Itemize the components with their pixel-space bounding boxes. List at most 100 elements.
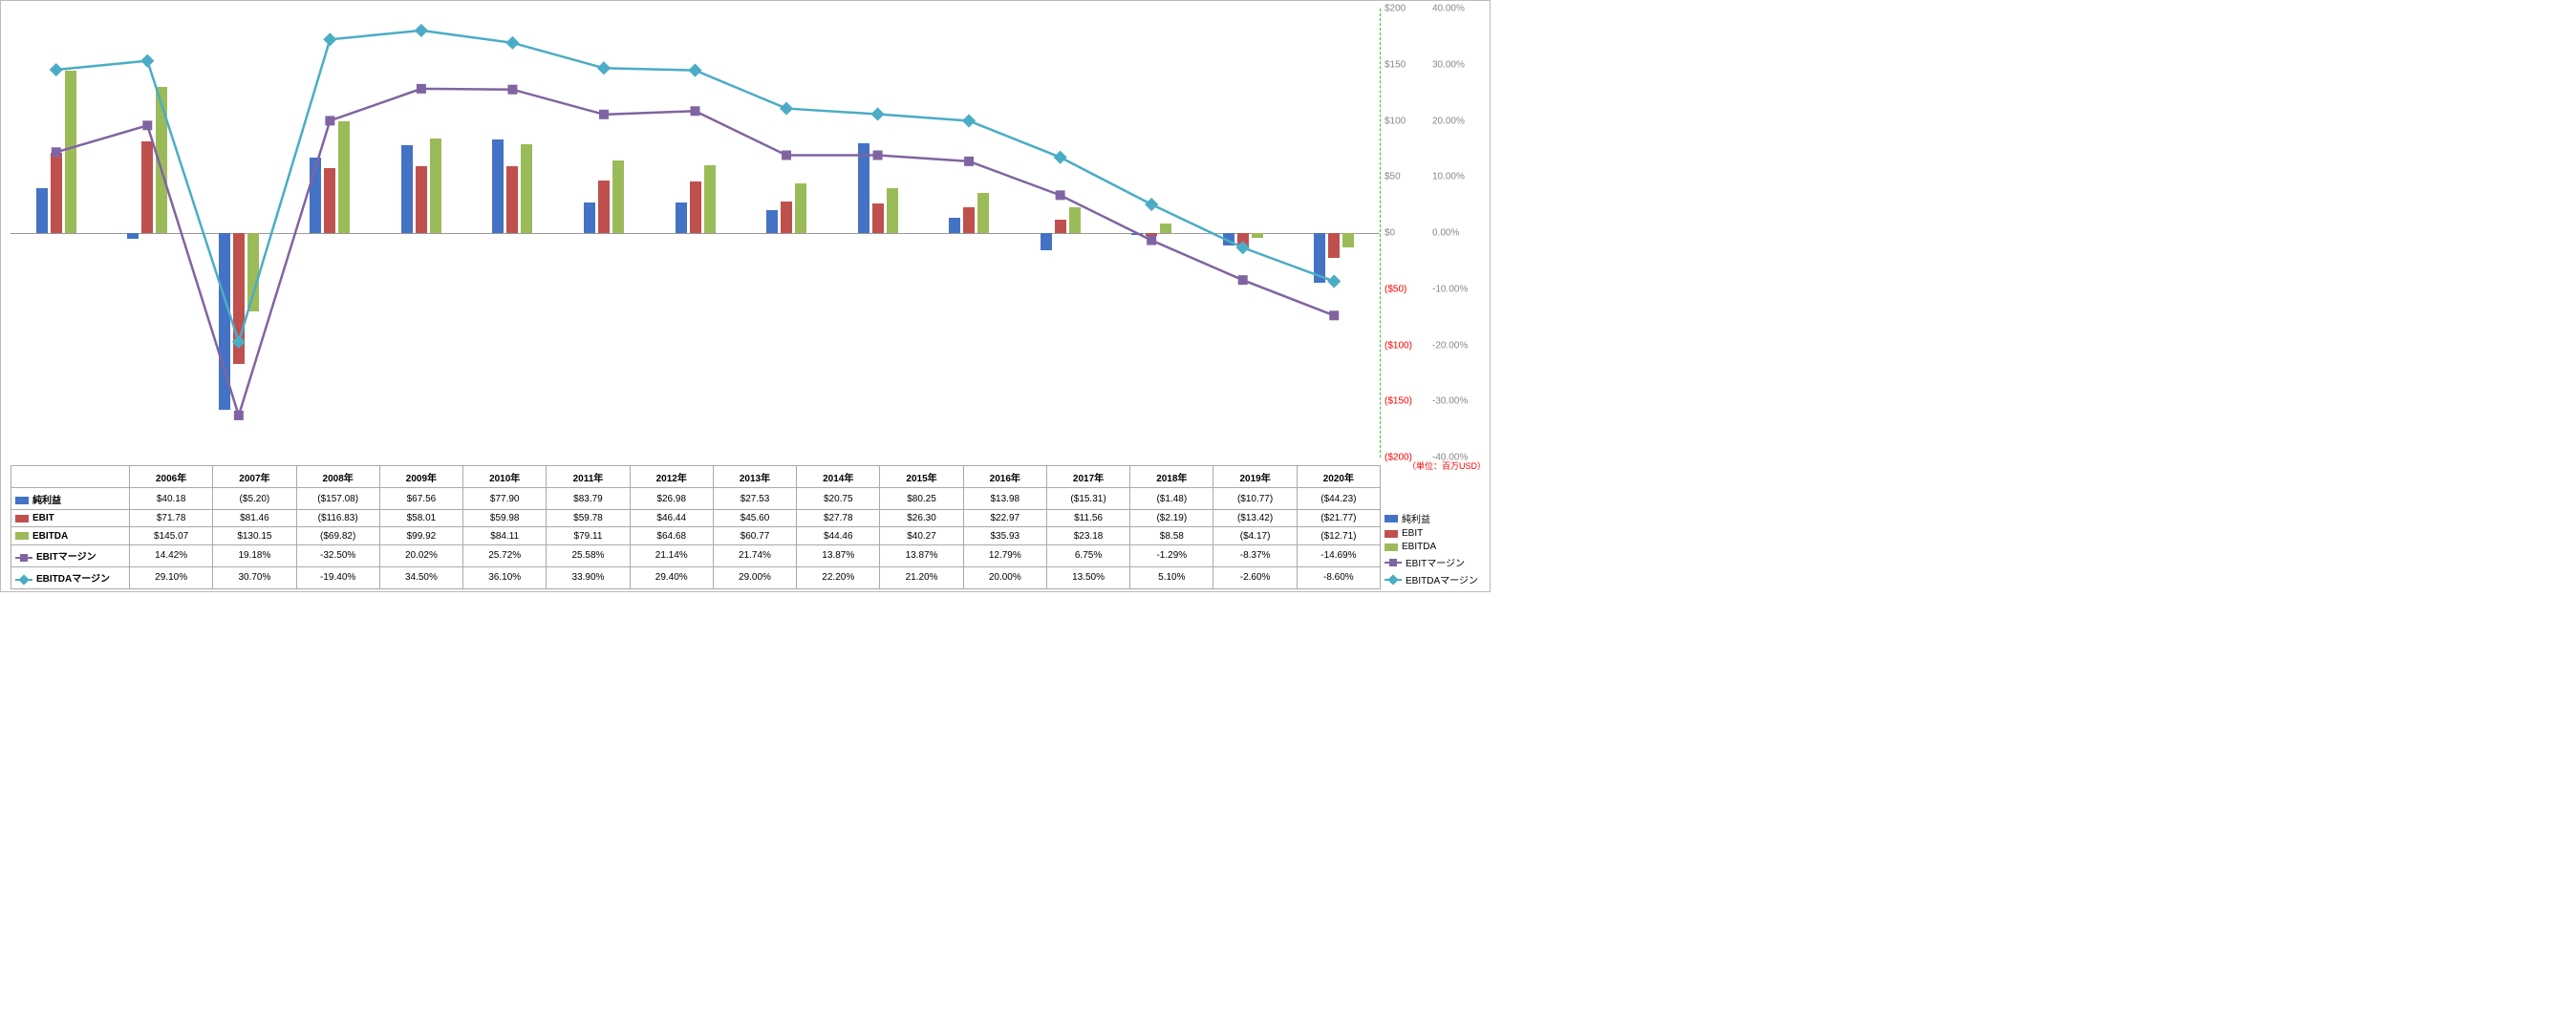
ebitdam-marker: [323, 32, 336, 46]
table-cell: $145.07: [130, 527, 213, 544]
table-cell: -1.29%: [1130, 544, 1213, 566]
table-cell: $80.25: [880, 488, 963, 510]
y2-tick: 10.00%: [1432, 172, 1465, 182]
series-name: 純利益: [32, 496, 61, 506]
ebitdam-legend-swatch-icon: [1385, 579, 1402, 581]
y1-tick: ($100): [1385, 340, 1412, 351]
table-cell: 22.20%: [797, 566, 880, 588]
table-cell: $58.01: [379, 510, 462, 527]
table-cell: $45.60: [713, 510, 796, 527]
ebitm-marker: [142, 120, 152, 130]
table-cell: $40.18: [130, 488, 213, 510]
table-cell: 13.87%: [797, 544, 880, 566]
year-header: 2017年: [1046, 466, 1129, 488]
table-cell: $67.56: [379, 488, 462, 510]
table-cell: 5.10%: [1130, 566, 1213, 588]
table-cell: 20.02%: [379, 544, 462, 566]
year-header: 2014年: [797, 466, 880, 488]
table-cell: -19.40%: [296, 566, 379, 588]
ebitdam-swatch-icon: [15, 579, 32, 581]
table-cell: ($15.31): [1046, 488, 1129, 510]
row-header-ebitda: EBITDA: [11, 527, 130, 544]
table-cell: ($2.19): [1130, 510, 1213, 527]
ebitm-marker: [52, 147, 61, 157]
row-header-net: 純利益: [11, 488, 130, 510]
table-cell: $81.46: [213, 510, 296, 527]
ebitdam-marker: [962, 114, 976, 127]
table-cell: $77.90: [463, 488, 547, 510]
table-cell: ($13.42): [1213, 510, 1297, 527]
ebitm-marker: [599, 110, 609, 119]
y2-tick: 0.00%: [1432, 228, 1459, 239]
ebitm-marker: [964, 157, 974, 166]
ebitm-marker: [782, 151, 791, 160]
table-cell: $64.68: [630, 527, 713, 544]
series-name: EBIT: [32, 513, 54, 523]
ebitdam-marker: [1145, 198, 1158, 211]
net-swatch-icon: [15, 497, 29, 504]
table-cell: ($12.71): [1297, 527, 1380, 544]
legend-item-net: 純利益: [1385, 511, 1486, 525]
ebitm-marker: [1147, 236, 1156, 245]
ebitm-marker: [691, 106, 700, 116]
row-header-ebitm: EBITマージン: [11, 544, 130, 566]
table-cell: 21.74%: [713, 544, 796, 566]
ebitm-marker: [325, 116, 334, 125]
legend-item-ebitda: EBITDA: [1385, 542, 1486, 552]
legend-item-ebit: EBIT: [1385, 528, 1486, 539]
legend-label: EBITDA: [1402, 542, 1436, 552]
table-cell: ($157.08): [296, 488, 379, 510]
table-cell: $71.78: [130, 510, 213, 527]
y2-tick: 40.00%: [1432, 4, 1465, 14]
table-cell: 34.50%: [379, 566, 462, 588]
y1-tick: $0: [1385, 228, 1395, 239]
table-cell: ($69.82): [296, 527, 379, 544]
table-cell: 29.40%: [630, 566, 713, 588]
legend-label: 純利益: [1402, 511, 1430, 525]
table-cell: 20.00%: [963, 566, 1046, 588]
ebitdam-marker: [688, 64, 701, 77]
table-cell: 14.42%: [130, 544, 213, 566]
ebitdam-marker: [505, 36, 519, 50]
y1-tick: $50: [1385, 172, 1401, 182]
table-cell: 30.70%: [213, 566, 296, 588]
year-header: 2008年: [296, 466, 379, 488]
table-cell: $26.30: [880, 510, 963, 527]
y1-axis: $200$150$100$50$0($50)($100)($150)($200): [1385, 9, 1432, 458]
table-cell: ($5.20): [213, 488, 296, 510]
ebitdam-marker: [415, 24, 428, 37]
ebitdam-marker: [1054, 151, 1067, 164]
table-cell: -8.37%: [1213, 544, 1297, 566]
ebitm-marker: [1056, 190, 1065, 200]
table-cell: $99.92: [379, 527, 462, 544]
row-header-ebitdam: EBITDAマージン: [11, 566, 130, 588]
table-cell: 12.79%: [963, 544, 1046, 566]
y2-tick: 20.00%: [1432, 116, 1465, 126]
y1-tick: $150: [1385, 59, 1406, 70]
year-header: 2019年: [1213, 466, 1297, 488]
ebitm-legend-swatch-icon: [1385, 562, 1402, 564]
ebitdam-marker: [140, 54, 154, 68]
table-cell: 19.18%: [213, 544, 296, 566]
table-cell: $8.58: [1130, 527, 1213, 544]
ebitm-line: [56, 89, 1334, 416]
table-cell: $79.11: [547, 527, 630, 544]
table-cell: $11.56: [1046, 510, 1129, 527]
legend-label: EBIT: [1402, 528, 1423, 539]
plot-area: [11, 9, 1381, 458]
table-cell: $27.78: [797, 510, 880, 527]
table-cell: $40.27: [880, 527, 963, 544]
table-cell: ($44.23): [1297, 488, 1380, 510]
legend-item-ebitdam: EBITDAマージン: [1385, 572, 1486, 586]
ebitm-marker: [234, 411, 244, 420]
ebit-legend-swatch-icon: [1385, 530, 1398, 538]
year-header: 2020年: [1297, 466, 1380, 488]
table-cell: $46.44: [630, 510, 713, 527]
y1-tick: ($150): [1385, 396, 1412, 407]
table-cell: 6.75%: [1046, 544, 1129, 566]
ebitdam-marker: [232, 335, 246, 349]
table-cell: -32.50%: [296, 544, 379, 566]
ebitdam-line: [56, 31, 1334, 342]
ebitm-swatch-icon: [15, 557, 32, 559]
ebitdam-marker: [1236, 241, 1250, 254]
